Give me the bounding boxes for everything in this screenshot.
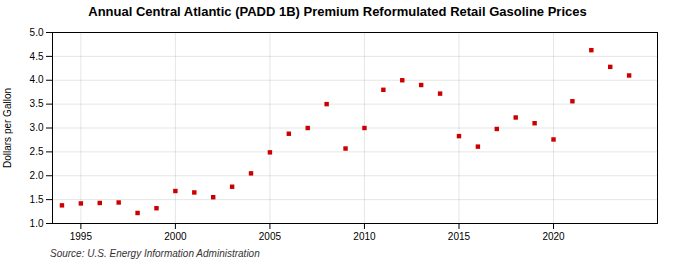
svg-text:2010: 2010 (353, 231, 376, 242)
html-text:Annual Central Atlantic (PADD: Annual Central Atlantic (PADD 1B) Premiu… (88, 4, 587, 19)
html-text:Source: U.S. Energy Informatio: Source: U.S. Energy Information Administ… (50, 248, 260, 259)
svg-text:2005: 2005 (259, 231, 282, 242)
svg-text:2015: 2015 (448, 231, 471, 242)
svg-text:2020: 2020 (542, 231, 565, 242)
svg-text:1995: 1995 (70, 231, 93, 242)
svg-text:3.0: 3.0 (30, 122, 44, 133)
svg-text:4.0: 4.0 (30, 74, 44, 85)
svg-text:2.0: 2.0 (30, 170, 44, 181)
svg-text:2000: 2000 (164, 231, 187, 242)
svg-text:1.5: 1.5 (30, 194, 44, 205)
svg-text:5.0: 5.0 (30, 27, 44, 38)
svg-text:2.5: 2.5 (30, 146, 44, 157)
svg-text:1.0: 1.0 (30, 218, 44, 229)
svg-text:4.5: 4.5 (30, 51, 44, 62)
svg-text:Dollars per Gallon: Dollars per Gallon (2, 88, 13, 168)
svg-text:3.5: 3.5 (30, 98, 44, 109)
